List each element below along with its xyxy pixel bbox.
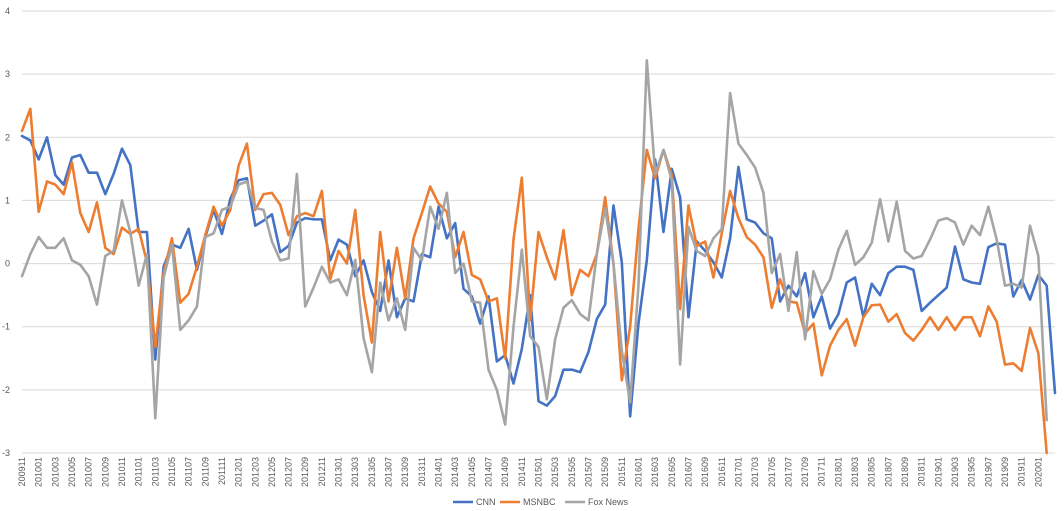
x-tick-label: 201801 bbox=[833, 457, 843, 487]
x-tick-label: 201707 bbox=[783, 457, 793, 487]
y-tick-label: -1 bbox=[2, 322, 10, 332]
x-tick-label: 201205 bbox=[267, 457, 277, 487]
x-tick-label: 201103 bbox=[150, 457, 160, 486]
legend: CNN MSNBC Fox News bbox=[453, 497, 629, 507]
x-axis-tick-labels: 200911 201001 201003 201005 201007 201009 2010… bbox=[17, 457, 1043, 487]
x-tick-label: 201603 bbox=[650, 457, 660, 487]
x-tick-label: 201609 bbox=[700, 457, 710, 487]
x-tick-label: 201301 bbox=[334, 457, 344, 487]
x-tick-label: 201101 bbox=[134, 457, 144, 486]
x-tick-label: 201311 bbox=[417, 457, 427, 486]
x-tick-label: 201505 bbox=[567, 457, 577, 487]
x-tick-label: 201711 bbox=[817, 457, 827, 486]
legend-entry-fox-news: Fox News bbox=[565, 497, 629, 507]
x-tick-label: 200911 bbox=[17, 457, 27, 486]
x-tick-label: 201507 bbox=[583, 457, 593, 487]
x-tick-label: 201903 bbox=[950, 457, 960, 487]
x-tick-label: 201807 bbox=[883, 457, 893, 487]
x-tick-label: 201011 bbox=[117, 457, 127, 486]
y-tick-label: 4 bbox=[5, 6, 10, 16]
x-tick-label: 201009 bbox=[100, 457, 110, 487]
x-tick-label: 201411 bbox=[517, 457, 527, 486]
legend-entry-cnn: CNN bbox=[453, 497, 496, 507]
x-tick-label: 201509 bbox=[600, 457, 610, 487]
y-tick-label: 3 bbox=[5, 69, 10, 79]
x-tick-label: 201303 bbox=[350, 457, 360, 487]
x-tick-label: 201105 bbox=[167, 457, 177, 486]
series-lines bbox=[20, 58, 1057, 455]
legend-label: Fox News bbox=[588, 497, 629, 507]
x-tick-label: 201501 bbox=[534, 457, 544, 487]
x-tick-label: 201809 bbox=[900, 457, 910, 487]
x-tick-label: 201107 bbox=[184, 457, 194, 486]
x-tick-label: 201601 bbox=[633, 457, 643, 487]
x-tick-label: 201803 bbox=[850, 457, 860, 487]
x-tick-label: 201905 bbox=[967, 457, 977, 487]
x-tick-label: 201811 bbox=[917, 457, 927, 486]
x-tick-label: 201003 bbox=[50, 457, 60, 487]
y-tick-label: 1 bbox=[5, 195, 10, 205]
x-tick-label: 201907 bbox=[983, 457, 993, 487]
y-tick-label: -2 bbox=[2, 385, 10, 395]
x-tick-label: 201703 bbox=[750, 457, 760, 487]
y-tick-label: 2 bbox=[5, 132, 10, 142]
x-tick-label: 201309 bbox=[400, 457, 410, 487]
x-tick-label: 201201 bbox=[234, 457, 244, 487]
legend-label: MSNBC bbox=[523, 497, 556, 507]
x-tick-label: 201709 bbox=[800, 457, 810, 487]
legend-label: CNN bbox=[476, 497, 496, 507]
x-tick-label: 201211 bbox=[317, 457, 327, 486]
series-line-fox-news bbox=[20, 58, 1048, 426]
x-tick-label: 201611 bbox=[717, 457, 727, 486]
x-tick-label: 201403 bbox=[450, 457, 460, 487]
x-tick-label: 201401 bbox=[434, 457, 444, 487]
x-tick-label: 201511 bbox=[617, 457, 627, 486]
x-tick-label: 201209 bbox=[300, 457, 310, 487]
x-tick-label: 201405 bbox=[467, 457, 477, 487]
x-tick-label: 201111 bbox=[217, 457, 227, 485]
y-tick-label: -3 bbox=[2, 448, 10, 458]
x-tick-label: 201305 bbox=[367, 457, 377, 487]
x-tick-label: 201607 bbox=[683, 457, 693, 487]
x-tick-label: 201207 bbox=[284, 457, 294, 487]
x-tick-label: 202001 bbox=[1033, 457, 1043, 487]
x-tick-label: 201001 bbox=[34, 457, 44, 487]
x-tick-label: 201909 bbox=[1000, 457, 1010, 487]
x-tick-label: 201705 bbox=[767, 457, 777, 487]
x-tick-label: 201005 bbox=[67, 457, 77, 487]
x-tick-label: 201911 bbox=[1017, 457, 1027, 486]
legend-entry-msnbc: MSNBC bbox=[500, 497, 556, 507]
gridlines bbox=[22, 10, 1055, 454]
x-tick-label: 201007 bbox=[84, 457, 94, 487]
x-tick-label: 201203 bbox=[250, 457, 260, 487]
y-axis-tick-labels: -3 -2 -1 0 1 2 3 4 bbox=[2, 6, 10, 458]
x-tick-label: 201605 bbox=[667, 457, 677, 487]
x-tick-label: 201805 bbox=[867, 457, 877, 487]
x-tick-label: 201503 bbox=[550, 457, 560, 487]
series-line-cnn bbox=[20, 134, 1057, 418]
x-tick-label: 201407 bbox=[484, 457, 494, 487]
x-tick-label: 201409 bbox=[500, 457, 510, 487]
x-tick-label: 201307 bbox=[384, 457, 394, 487]
x-tick-label: 201701 bbox=[733, 457, 743, 487]
x-tick-label: 201109 bbox=[200, 457, 210, 486]
series-line-msnbc bbox=[20, 107, 1048, 455]
x-tick-label: 201901 bbox=[933, 457, 943, 487]
y-tick-label: 0 bbox=[5, 259, 10, 269]
